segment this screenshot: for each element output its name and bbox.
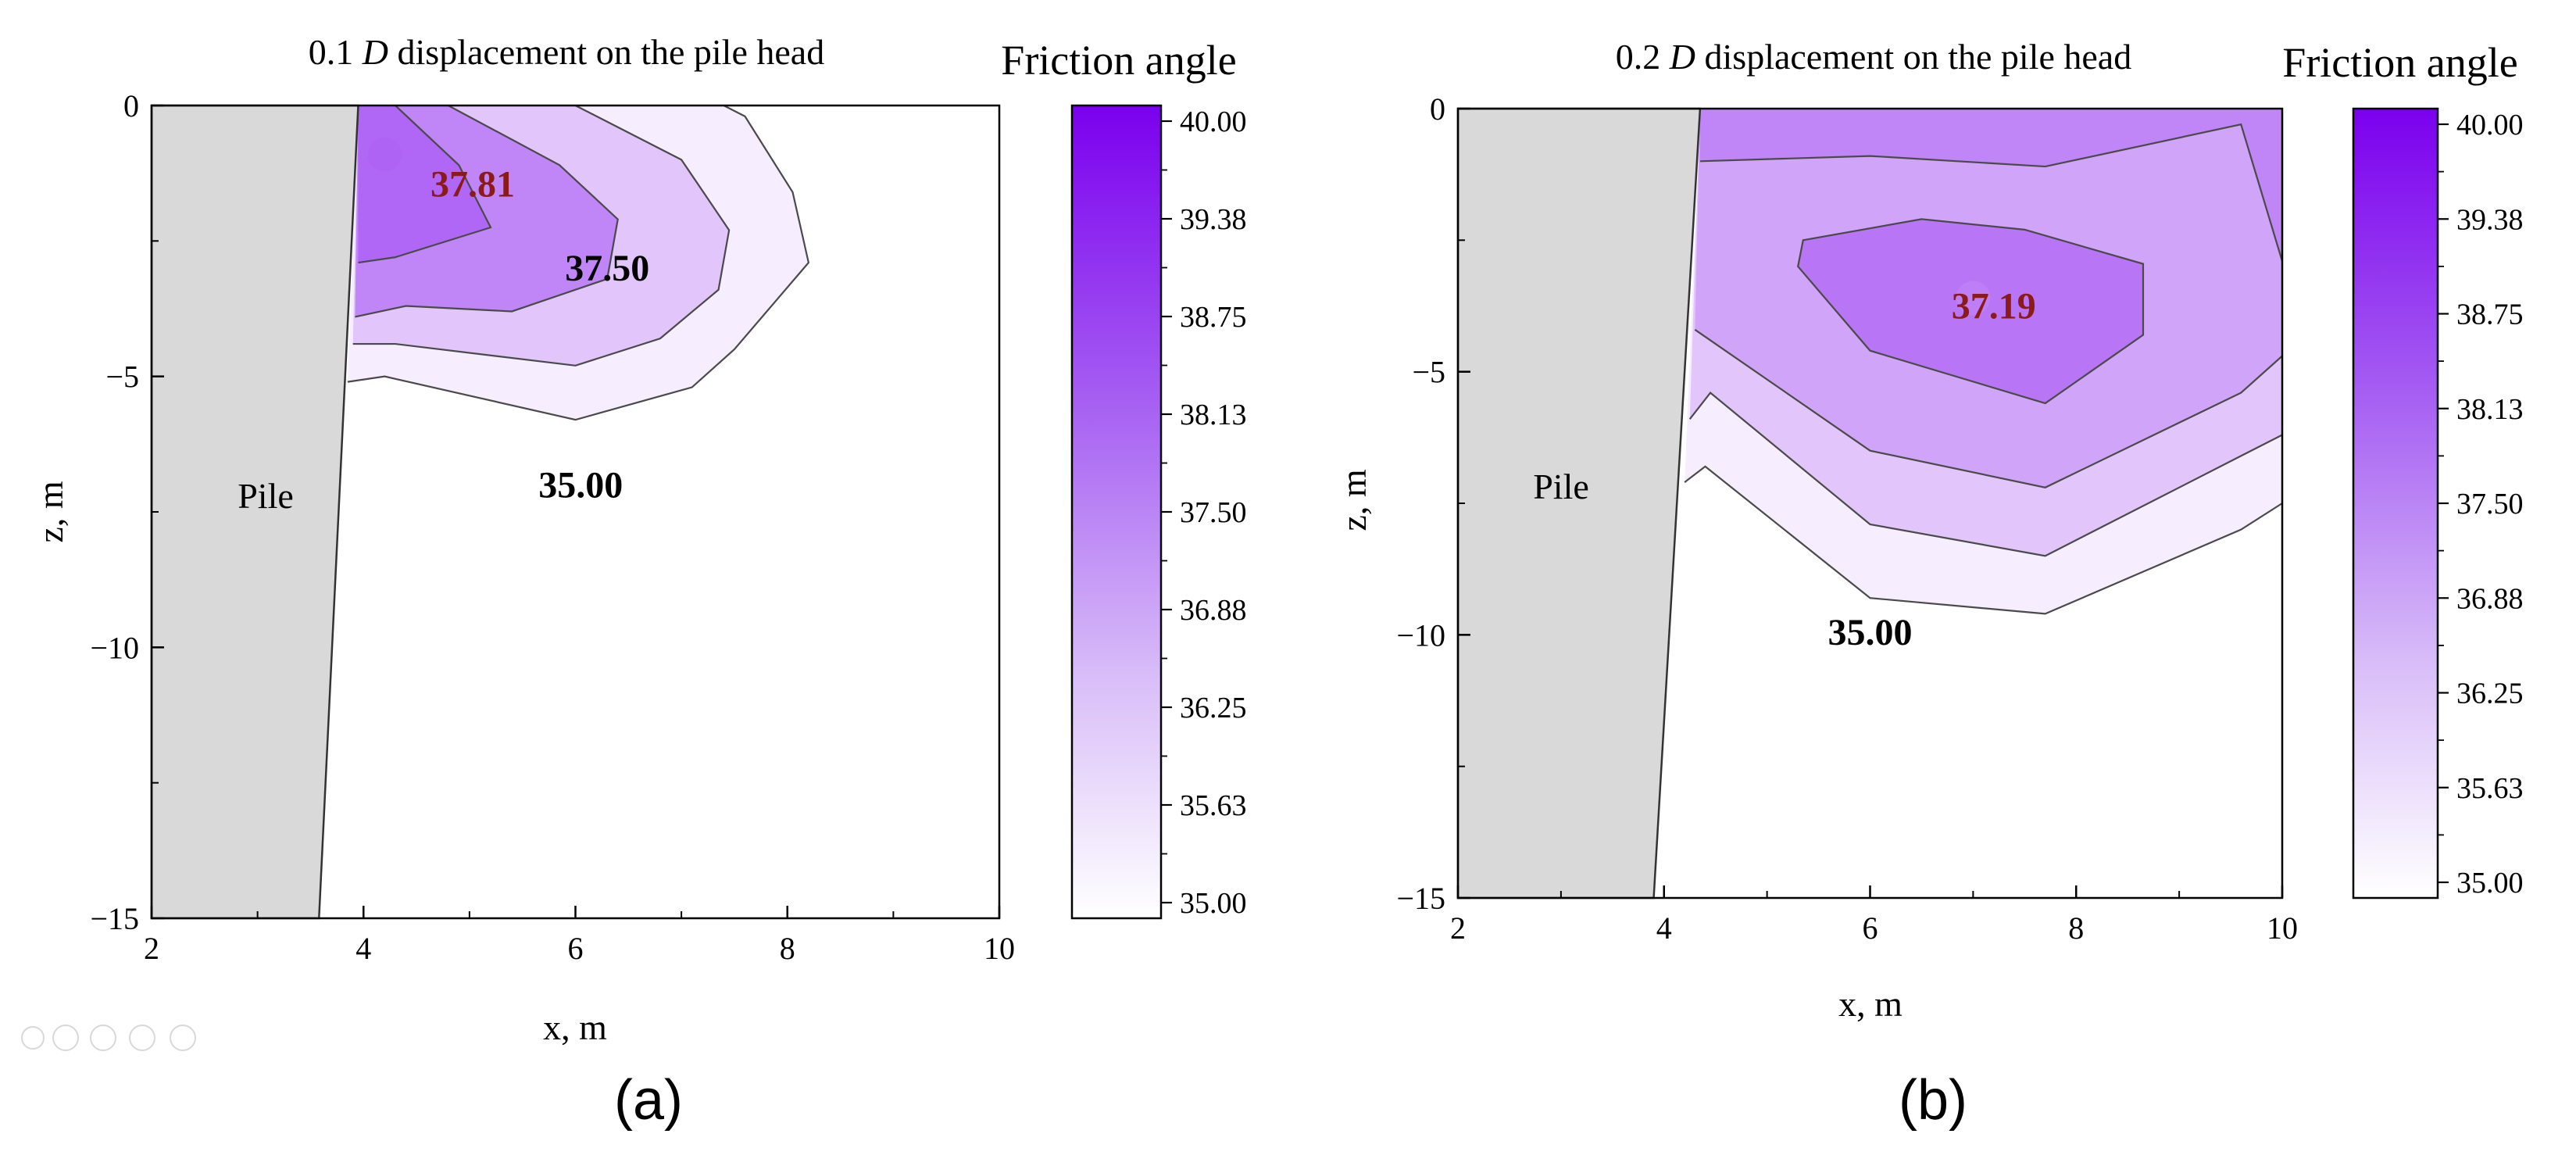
panel-b-contour-1 <box>1688 392 2282 557</box>
panel-a-colorbar <box>1070 104 1163 920</box>
panel-b-colorbar-title: Friction angle <box>2282 39 2517 86</box>
panel-a-contour-3 <box>358 106 492 264</box>
panel-b-colorbar-tick-label: 40.00 <box>2456 109 2524 141</box>
panel-a-y-tick-label: −15 <box>90 901 139 936</box>
panel-a-contour-label: 37.50 <box>565 248 649 289</box>
panel-a-caption: (a) <box>614 1069 683 1132</box>
panel-b-contour-0 <box>1684 465 2282 615</box>
panel-a-colorbar-title: Friction angle <box>1001 37 1236 84</box>
panel-a-colorbar-tick-label: 40.00 <box>1180 106 1247 138</box>
panel-b-x-tick-label: 4 <box>1656 910 1672 946</box>
panel-a-colorbar-tick-label: 36.25 <box>1180 692 1247 724</box>
panel-b-colorbar-tick-label: 39.38 <box>2456 203 2524 236</box>
panel-b-colorbar-tick-label: 35.00 <box>2456 867 2524 900</box>
panel-a-colorbar-tick-label: 35.00 <box>1180 887 1247 920</box>
panel-a-x-tick-label: 8 <box>780 931 795 966</box>
panel-a-x-tick-label: 10 <box>984 931 1015 966</box>
toolbar-circle-1 <box>21 1026 45 1050</box>
panel-b-colorbar-ticks: 40.00 39.38 38.75 38.13 37.50 36.88 36.25 35.63… <box>2438 109 2524 900</box>
panel-b-contour-2 <box>1694 328 2282 488</box>
panel-b-pile-label: Pile <box>1533 467 1589 506</box>
panel-a-peak <box>367 137 402 172</box>
panel-a-x-tick-label: 4 <box>355 931 371 966</box>
panel-b-y-axis-label: z, m <box>1334 469 1374 531</box>
panel-b-colorbar-tick-label: 36.88 <box>2456 582 2524 615</box>
panel-b-colorbar-tick-label: 38.75 <box>2456 299 2524 331</box>
panel-b-title-italic: D <box>1669 37 1695 77</box>
panel-b-title: 0.2 D displacement on the pile head <box>1616 37 2131 77</box>
panel-a-x-tick-label: 2 <box>144 931 159 966</box>
panel-b-peak <box>1956 281 1991 316</box>
panel-a-colorbar-ticks: 40.00 39.38 38.75 38.13 37.50 36.88 36.25 35.63… <box>1161 106 1247 920</box>
panel-a-x-tick-labels: 2 4 6 8 10 <box>144 931 1015 966</box>
panel-a-x-axis-label: x, m <box>543 1007 607 1047</box>
panel-b-x-tick-labels: 2 4 6 8 10 <box>1450 910 2298 946</box>
panel-a-y-tick-labels: 0 −5 −10 −15 <box>90 88 139 936</box>
panel-a-contours <box>347 106 810 421</box>
panel-b-x-axis-label: x, m <box>1838 984 1903 1024</box>
panel-a-contour-1 <box>352 106 731 367</box>
panel-a-contour-label: 35.00 <box>538 464 623 506</box>
panel-b-ticks <box>1456 107 2284 900</box>
panel-b-colorbar <box>2352 107 2439 900</box>
panel-a-colorbar-tick-label: 36.88 <box>1180 594 1247 627</box>
panel-b-contours <box>1684 123 2282 615</box>
panel-a-y-tick-label: −5 <box>105 359 139 395</box>
panel-b-annotations: 37.19 35.00 <box>1828 286 2036 653</box>
panel-a-pile-label: Pile <box>238 476 294 516</box>
panel-a-ticks <box>150 104 1001 920</box>
panel-a-annotations: 37.81 37.50 35.00 <box>431 164 649 506</box>
toolbar-circle-5 <box>170 1025 196 1051</box>
panel-a-contour-label: 37.81 <box>431 164 515 206</box>
panel-a-title-suffix: displacement on the pile head <box>398 32 825 72</box>
panel-a-contour-2 <box>355 106 619 318</box>
panel-b-colorbar-tick-label: 37.50 <box>2456 488 2524 520</box>
panel-a-y-axis-label: z, m <box>30 481 70 542</box>
panel-b: 0.2 D displacement on the pile head 2 4 6 8… <box>1334 37 2524 1132</box>
panel-b-x-tick-label: 2 <box>1450 910 1466 946</box>
panel-a-colorbar-tick-label: 39.38 <box>1180 203 1247 236</box>
panel-a-title-prefix: 0.1 <box>309 32 354 72</box>
panel-b-contour-3 <box>1699 123 2282 262</box>
toolbar-circle-4 <box>129 1025 155 1051</box>
panel-b-colorbar-tick-label: 35.63 <box>2456 772 2524 805</box>
panel-a: 0.1 D displacement on the pile head 2 4 6 8… <box>21 32 1247 1132</box>
toolbar-circle-3 <box>90 1025 116 1051</box>
panel-b-colorbar-tick-label: 38.13 <box>2456 393 2524 426</box>
panel-b-y-tick-label: −15 <box>1396 881 1445 916</box>
panel-b-x-tick-label: 8 <box>2068 910 2084 946</box>
panel-b-y-tick-labels: 0 −5 −10 −15 <box>1396 91 1445 916</box>
panel-b-y-tick-label: −10 <box>1396 617 1445 653</box>
panel-a-colorbar-tick-label: 38.75 <box>1180 301 1247 334</box>
panel-b-title-prefix: 0.2 <box>1616 37 1661 77</box>
panel-b-caption: (b) <box>1899 1069 1967 1132</box>
panel-a-contour-0 <box>347 106 810 421</box>
panel-a-title: 0.1 D displacement on the pile head <box>309 32 824 72</box>
panel-a-colorbar-tick-label: 37.50 <box>1180 496 1247 529</box>
panel-a-field <box>347 106 809 420</box>
panel-a-toolbar <box>21 1025 196 1051</box>
panel-b-colorbar-tick-label: 36.25 <box>2456 678 2524 710</box>
panel-a-title-italic: D <box>362 32 388 72</box>
panel-b-contour-label: 37.19 <box>1952 286 2036 327</box>
panel-a-x-tick-label: 6 <box>568 931 584 966</box>
panel-b-contour-label: 35.00 <box>1828 612 1913 653</box>
panel-b-x-tick-label: 6 <box>1863 910 1878 946</box>
panel-b-y-tick-label: −5 <box>1412 355 1445 390</box>
panel-a-colorbar-tick-label: 35.63 <box>1180 789 1247 822</box>
panel-b-y-tick-label: 0 <box>1430 91 1445 127</box>
panel-b-contour-4 <box>1797 218 2145 405</box>
panel-b-field <box>1685 109 2282 614</box>
panel-a-y-tick-label: 0 <box>123 88 139 123</box>
panel-a-y-tick-label: −10 <box>90 630 139 665</box>
panel-b-title-suffix: displacement on the pile head <box>1705 37 2132 77</box>
panel-b-x-tick-label: 10 <box>2267 910 2298 946</box>
toolbar-circle-2 <box>52 1025 79 1051</box>
panel-a-colorbar-tick-label: 38.13 <box>1180 399 1247 431</box>
